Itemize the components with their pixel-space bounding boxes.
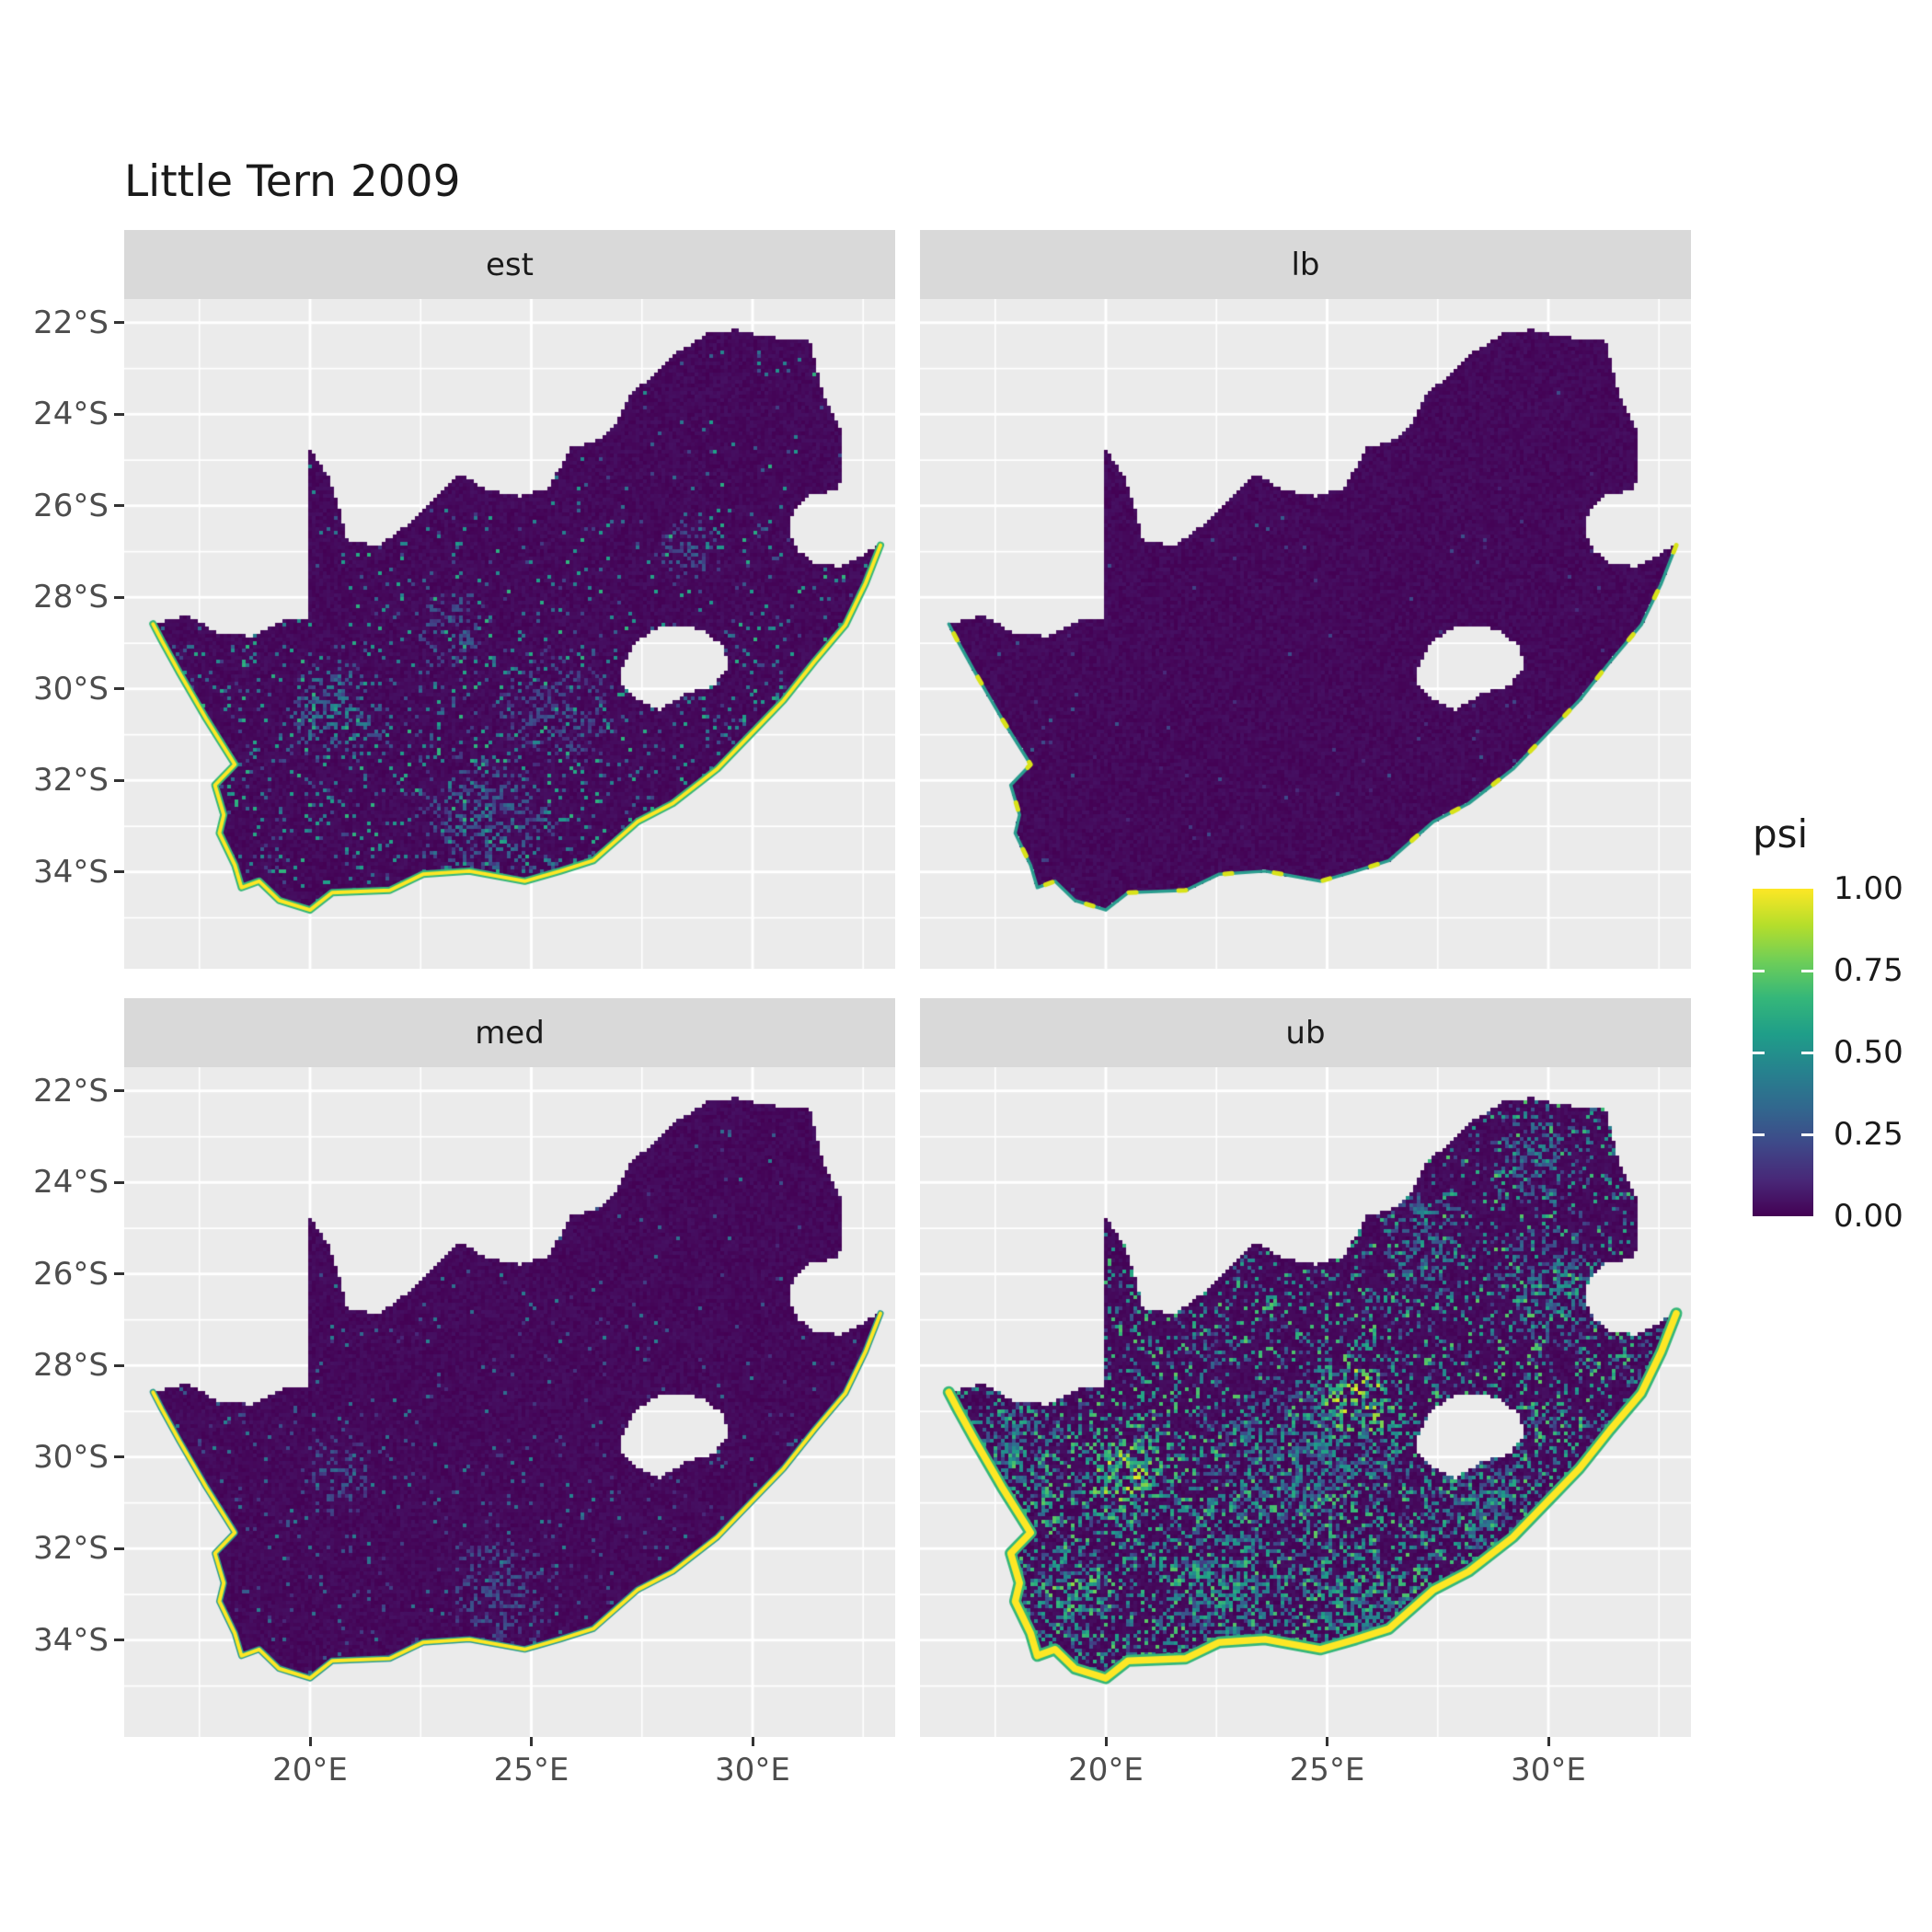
y-axis-tick — [114, 595, 124, 599]
y-axis-tick — [114, 687, 124, 691]
facet-panel-lb — [920, 299, 1691, 969]
x-axis-label: 25°E — [493, 1752, 569, 1788]
legend-title: psi — [1753, 811, 1809, 857]
legend-tick-label: 0.50 — [1834, 1034, 1903, 1071]
facet-strip-est: est — [124, 230, 895, 299]
y-axis-label: 28°S — [33, 579, 109, 616]
facet-strip-label: med — [475, 1014, 545, 1052]
x-axis-label: 20°E — [1068, 1752, 1144, 1788]
y-axis-tick — [114, 1089, 124, 1093]
x-axis-tick — [308, 1737, 312, 1746]
colorbar-tick — [1753, 1133, 1765, 1136]
y-axis-tick — [114, 870, 124, 874]
y-axis-label: 32°S — [33, 1530, 109, 1568]
legend-tick-label: 0.75 — [1834, 952, 1903, 989]
y-axis-label: 32°S — [33, 762, 109, 799]
x-axis-tick — [751, 1737, 754, 1746]
y-axis-tick — [114, 1180, 124, 1184]
facet-strip-label: lb — [1291, 246, 1320, 283]
facet-panel-est — [124, 299, 895, 969]
facet-strip-ub: ub — [920, 998, 1691, 1067]
y-axis-tick — [114, 1455, 124, 1459]
y-axis-tick — [114, 1363, 124, 1367]
y-axis-tick — [114, 1639, 124, 1642]
y-axis-label: 22°S — [33, 304, 109, 341]
y-axis-tick — [114, 1272, 124, 1276]
colorbar-tick — [1801, 1133, 1813, 1136]
y-axis-label: 34°S — [33, 1621, 109, 1659]
facet-strip-lb: lb — [920, 230, 1691, 299]
y-axis-label: 34°S — [33, 853, 109, 891]
colorbar-tick — [1753, 1051, 1765, 1054]
y-axis-label: 26°S — [33, 487, 109, 524]
y-axis-label: 26°S — [33, 1255, 109, 1293]
x-axis-tick — [530, 1737, 534, 1746]
y-axis-label: 24°S — [33, 1164, 109, 1202]
y-axis-tick — [114, 1547, 124, 1550]
legend-tick-label: 0.25 — [1834, 1116, 1903, 1153]
x-axis-tick — [1104, 1737, 1108, 1746]
y-axis-tick — [114, 321, 124, 325]
facet-strip-med: med — [124, 998, 895, 1067]
colorbar-tick — [1801, 969, 1813, 972]
facet-strip-label: est — [486, 246, 534, 283]
y-axis-tick — [114, 412, 124, 416]
x-axis-label: 30°E — [1511, 1752, 1586, 1788]
y-axis-tick — [114, 778, 124, 782]
x-axis-label: 25°E — [1289, 1752, 1365, 1788]
colorbar-tick — [1753, 969, 1765, 972]
legend-tick-label: 0.00 — [1834, 1198, 1903, 1235]
facet-strip-label: ub — [1285, 1014, 1326, 1052]
facet-panel-ub — [920, 1067, 1691, 1737]
facet-panel-med — [124, 1067, 895, 1737]
x-axis-label: 30°E — [715, 1752, 790, 1788]
plot-title: Little Tern 2009 — [124, 156, 461, 207]
x-axis-tick — [1326, 1737, 1329, 1746]
y-axis-label: 28°S — [33, 1347, 109, 1385]
y-axis-label: 30°S — [33, 670, 109, 707]
y-axis-tick — [114, 504, 124, 508]
x-axis-tick — [1547, 1737, 1550, 1746]
y-axis-label: 24°S — [33, 396, 109, 433]
x-axis-label: 20°E — [272, 1752, 348, 1788]
y-axis-label: 30°S — [33, 1438, 109, 1476]
y-axis-label: 22°S — [33, 1072, 109, 1110]
legend-tick-label: 1.00 — [1834, 870, 1903, 907]
colorbar-tick — [1801, 1051, 1813, 1054]
